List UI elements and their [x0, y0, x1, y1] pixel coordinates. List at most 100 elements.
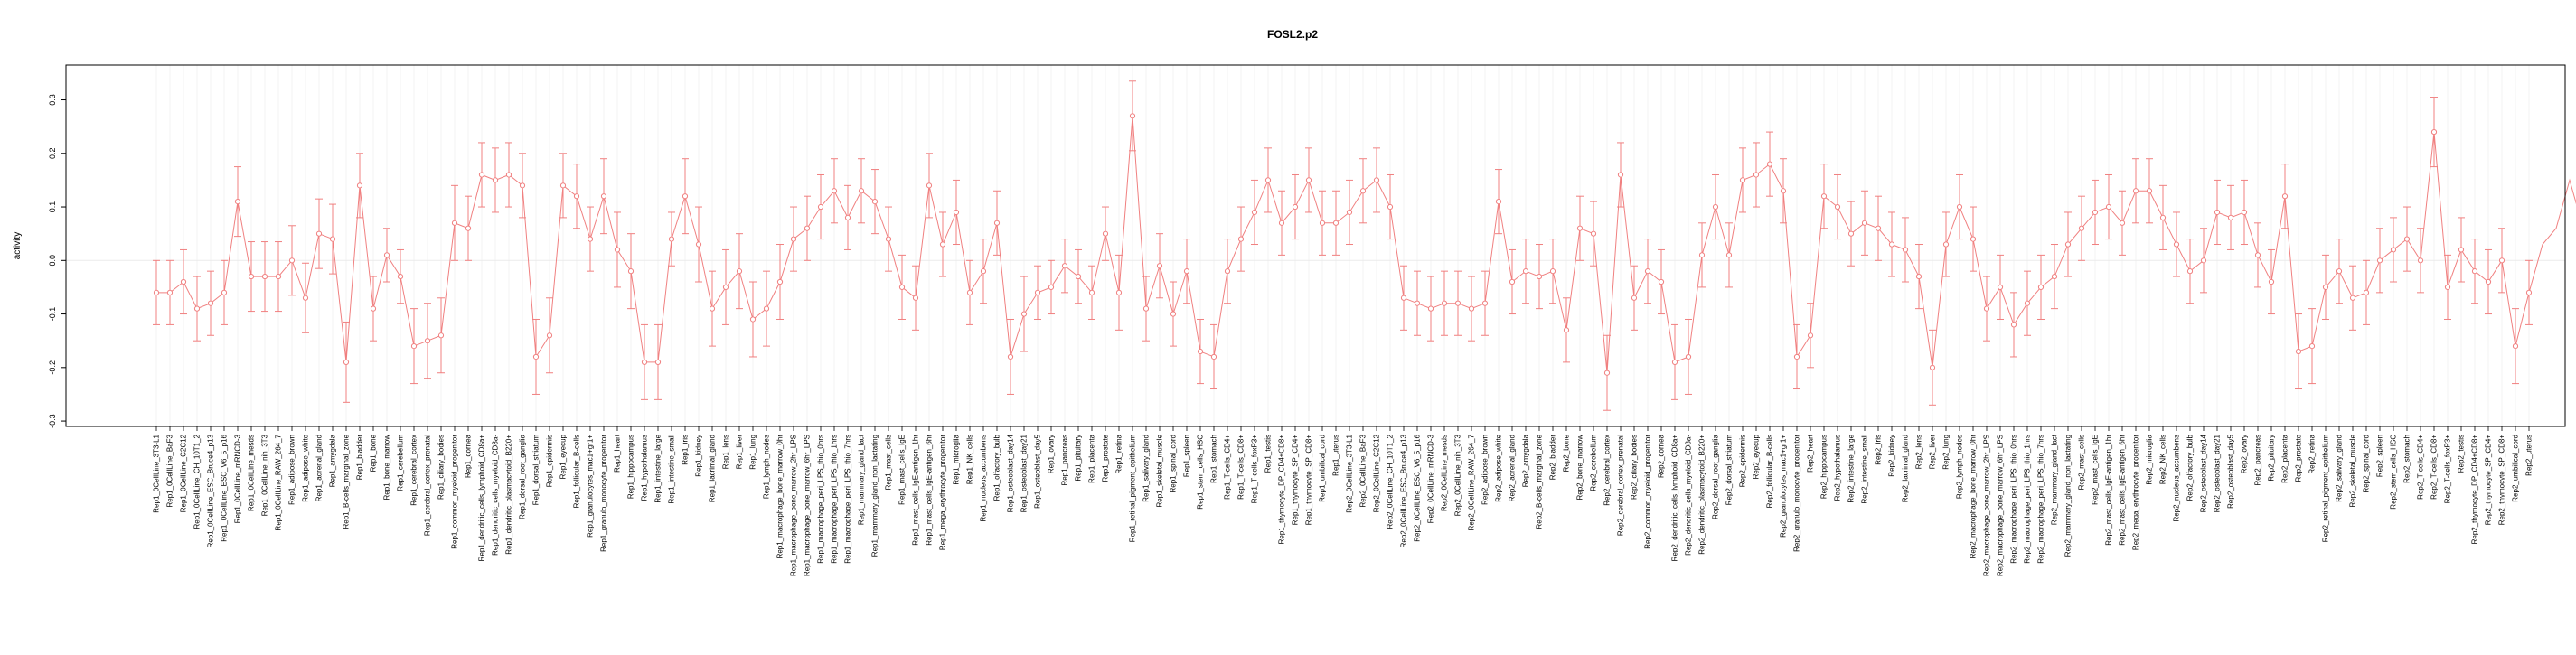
- x-tick-label: Rep2_0CellLine_ESC_V6_5_p16: [1414, 434, 1422, 541]
- data-point: [559, 182, 567, 189]
- data-point: [600, 193, 607, 200]
- data-point: [2444, 284, 2451, 291]
- x-tick-label: Rep2_0CellLine_ESC_Bruce4_p13: [1400, 434, 1408, 547]
- y-tick-label: 0.1: [48, 201, 57, 213]
- x-tick-label: Rep2_T-cells_CD4+: [2417, 435, 2425, 500]
- x-tick-label: Rep1_skeletal_muscle: [1156, 434, 1164, 507]
- data-point: [1956, 203, 1963, 211]
- x-tick-label: Rep2_lens: [1915, 435, 1923, 469]
- x-tick-label: Rep1_mast_cells_IgE-antigen_1hr: [912, 435, 920, 546]
- x-tick-label: Rep1_salivary_gland: [1142, 435, 1151, 502]
- x-tick-label: Rep1_0CellLine_BaF3: [166, 434, 174, 507]
- data-point: [302, 295, 309, 301]
- data-point: [1427, 305, 1434, 312]
- data-point: [383, 252, 390, 258]
- data-point: [2010, 322, 2017, 328]
- x-tick-label: Rep1_dendritic_cells_myeloid_CD8a-: [492, 435, 500, 556]
- x-tick-label: Rep2_T-cells_foxP3+: [2444, 435, 2452, 504]
- data-point: [1020, 311, 1028, 317]
- data-point: [2322, 284, 2329, 291]
- x-tick-label: Rep2_stomach: [2403, 435, 2411, 483]
- data-point: [1671, 359, 1678, 365]
- x-tick-label: Rep1_amygdala: [329, 434, 337, 487]
- x-tick-label: Rep1_macrophage_bone_marrow_6hr_LPS: [804, 435, 812, 576]
- data-point: [1183, 268, 1190, 275]
- x-tick-label: Rep1_prostate: [1102, 434, 1110, 482]
- x-tick-label: Rep2_0CellLine_CH_10T1_2: [1387, 434, 1395, 529]
- data-point: [2268, 278, 2275, 285]
- x-tick-label: Rep1_lacrimal_gland: [709, 435, 717, 502]
- data-point: [451, 220, 458, 226]
- data-point: [410, 343, 418, 350]
- x-tick-label: Rep2_macrophage_peri_LPS_thio_0hrs: [2010, 435, 2018, 564]
- data-point: [546, 332, 553, 339]
- data-point: [1237, 236, 1245, 242]
- data-point: [1481, 300, 1489, 306]
- x-tick-label: Rep2_mast_cells: [2078, 435, 2086, 490]
- data-point: [2227, 214, 2234, 220]
- data-point: [1495, 199, 1502, 205]
- x-tick-label: Rep2_hippocampus: [1820, 435, 1829, 499]
- x-tick-label: Rep1_bladder: [356, 435, 364, 481]
- x-tick-label: Rep1_0CellLine_nih_3T3: [261, 434, 269, 516]
- data-point: [1251, 209, 1258, 216]
- x-tick-label: Rep2_thymocyte_SP_CD4+: [2485, 435, 2493, 526]
- x-tick-label: Rep2_macrophage_bone_marrow_0hr: [1970, 435, 1978, 559]
- x-tick-label: Rep1_NK_cells: [966, 435, 974, 484]
- x-tick-label: Rep2_bone_marrow: [1576, 435, 1584, 501]
- data-point: [939, 241, 946, 248]
- x-tick-label: Rep2_ovary: [2241, 435, 2249, 473]
- data-point: [1332, 220, 1340, 226]
- x-tick-label: Rep2_0CellLine_BaF3: [1359, 434, 1368, 507]
- data-point: [1102, 230, 1109, 237]
- x-tick-label: Rep1_B-cells_marginal_zone: [343, 434, 351, 529]
- x-tick-label: Rep2_bladder: [1549, 435, 1557, 481]
- x-tick-label: Rep1_microglia: [953, 434, 961, 484]
- x-tick-label: Rep1_bone_marrow: [383, 435, 391, 501]
- x-tick-label: Rep1_hippocampus: [627, 435, 635, 499]
- x-tick-label: Rep1_mast_cells_IgE-antigen_6hr: [926, 435, 934, 546]
- x-tick-label: Rep1_cerebellum: [397, 435, 405, 491]
- data-point: [1509, 278, 1516, 285]
- x-tick-label: Rep2_lymph_nodes: [1956, 435, 1964, 499]
- x-tick-label: Rep2_osteoblast_day14: [2200, 434, 2208, 512]
- data-point: [1549, 268, 1556, 275]
- data-point: [2064, 241, 2072, 248]
- x-tick-label: Rep1_0CellLine_ESC_Bruce4_p13: [207, 434, 215, 547]
- x-tick-label: Rep1_T-cells_CD8+: [1237, 435, 1246, 500]
- x-tick-label: Rep2_stem_cells_HSC: [2390, 435, 2398, 510]
- x-tick-label: Rep1_lymph_nodes: [763, 435, 771, 499]
- data-point: [682, 193, 689, 200]
- data-point: [1644, 268, 1651, 275]
- x-tick-label: Rep2_iris: [1875, 435, 1883, 465]
- data-point: [1983, 305, 1990, 312]
- x-tick-label: Rep2_mast_cells_IgE-antigen_6hr: [2119, 435, 2127, 546]
- x-tick-label: Rep1_ovary: [1048, 435, 1056, 473]
- data-point: [898, 284, 906, 291]
- data-point: [1807, 332, 1814, 339]
- data-point: [1197, 348, 1204, 355]
- data-point: [1698, 252, 1706, 258]
- data-point: [1658, 278, 1665, 285]
- data-point: [2092, 209, 2099, 216]
- x-tick-label: Rep1_umbilical_cord: [1319, 435, 1327, 502]
- x-tick-label: Rep1_spleen: [1183, 435, 1191, 477]
- data-point: [1522, 268, 1529, 275]
- x-tick-label: Rep1_dorsal_striatum: [532, 435, 541, 506]
- data-point: [2173, 241, 2180, 248]
- x-tick-label: Rep1_iris: [682, 435, 690, 465]
- data-point: [2471, 268, 2478, 275]
- data-point: [505, 172, 512, 178]
- y-tick-label: 0.3: [48, 94, 57, 106]
- x-tick-label: Rep2_granulo_monocyte_progenitor: [1793, 435, 1801, 552]
- x-tick-label: Rep2_liver: [1929, 435, 1937, 470]
- x-tick-label: Rep2_dorsal_striatum: [1725, 435, 1734, 506]
- data-point: [1441, 300, 1448, 306]
- data-point: [261, 273, 268, 280]
- data-point: [424, 338, 431, 344]
- data-point: [980, 268, 987, 275]
- x-tick-label: Rep1_T-cells_foxP3+: [1251, 435, 1259, 504]
- data-point: [1373, 177, 1380, 183]
- x-tick-label: Rep2_mega_erythrocyte_progenitor: [2132, 435, 2140, 550]
- series-layer: [153, 80, 2576, 411]
